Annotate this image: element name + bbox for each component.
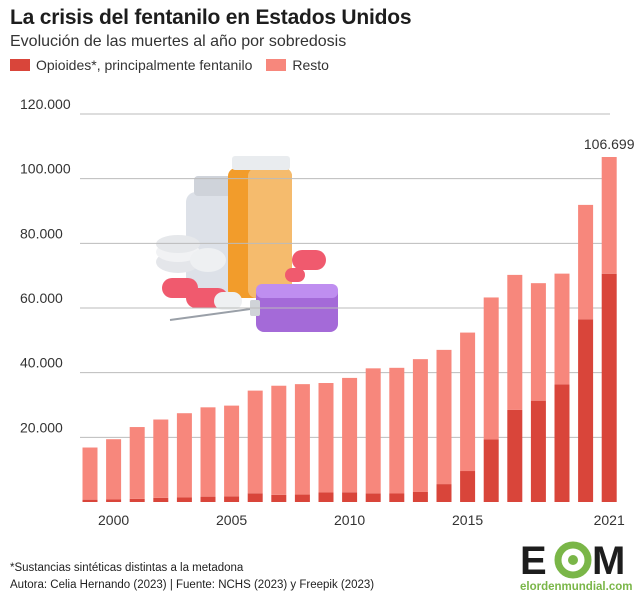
bar-rest xyxy=(176,413,192,498)
bar-opioids xyxy=(82,499,98,502)
bar-rest xyxy=(365,368,381,494)
bar-rest xyxy=(271,385,287,495)
x-tick-label: 2010 xyxy=(334,512,365,528)
bar-opioids xyxy=(389,493,405,502)
bar-opioids xyxy=(530,400,546,502)
legend-label-opioids: Opioides*, principalmente fentanilo xyxy=(36,57,253,73)
y-tick-label: 20.000 xyxy=(20,419,63,435)
y-tick-label: 40.000 xyxy=(20,355,63,371)
bar-opioids xyxy=(342,492,358,502)
source-note: Autora: Celia Hernando (2023) | Fuente: … xyxy=(10,579,375,591)
bar-rest xyxy=(224,405,240,497)
legend-swatch-rest xyxy=(266,59,287,71)
bar-opioids xyxy=(271,494,287,502)
bar-rest xyxy=(342,377,358,493)
bar-rest xyxy=(530,283,546,401)
total-label-2021: 106.699 xyxy=(584,136,635,152)
bar-opioids xyxy=(153,497,169,502)
chart-subtitle: Evolución de las muertes al año por sobr… xyxy=(10,33,347,50)
legend-label-rest: Resto xyxy=(292,57,329,73)
bar-rest xyxy=(483,297,499,440)
bar-rest xyxy=(294,384,310,495)
bar-rest xyxy=(578,204,594,320)
bar-opioids xyxy=(507,409,523,502)
bar-rest xyxy=(460,332,476,472)
bar-rest xyxy=(389,367,405,494)
bar-rest xyxy=(436,349,452,485)
bar-rest xyxy=(200,407,216,497)
bars xyxy=(82,157,617,502)
bar-rest xyxy=(601,157,617,274)
svg-text:E: E xyxy=(520,539,547,583)
bar-opioids xyxy=(554,384,570,502)
logo-url: elordenmundial.com xyxy=(520,581,632,593)
y-axis-labels: 20.000 40.000 60.000 80.000 100.000 120.000 xyxy=(20,96,71,435)
bar-opioids xyxy=(601,273,617,502)
legend-swatch-opioids xyxy=(10,59,30,71)
y-tick-label: 100.000 xyxy=(20,161,71,177)
bar-opioids xyxy=(200,496,216,502)
bar-opioids xyxy=(176,497,192,502)
bar-opioids xyxy=(106,499,122,502)
bar-opioids xyxy=(483,439,499,502)
legend-item-rest: Resto xyxy=(266,57,329,73)
bar-opioids xyxy=(460,471,476,502)
y-tick-label: 120.000 xyxy=(20,96,71,112)
bar-chart: 20.000 40.000 60.000 80.000 100.000 120.000 2… xyxy=(20,96,635,528)
bar-rest xyxy=(247,390,263,494)
bar-opioids xyxy=(412,491,428,502)
x-tick-label: 2021 xyxy=(594,512,625,528)
bar-rest xyxy=(106,439,122,500)
footnote: *Sustancias sintéticas distintas a la me… xyxy=(10,562,244,574)
x-axis-labels: 2000 2005 2010 2015 2021 xyxy=(98,512,625,528)
y-tick-label: 80.000 xyxy=(20,225,63,241)
bar-opioids xyxy=(224,496,240,502)
legend: Opioides*, principalmente fentanilo Rest… xyxy=(10,57,343,73)
bar-rest xyxy=(412,359,428,492)
bar-opioids xyxy=(129,498,145,502)
bar-opioids xyxy=(578,319,594,502)
pills-illustration xyxy=(156,156,338,332)
annotations: 106.699 xyxy=(584,136,635,152)
x-tick-label: 2005 xyxy=(216,512,247,528)
bar-opioids xyxy=(318,492,334,502)
x-tick-label: 2015 xyxy=(452,512,483,528)
bar-rest xyxy=(82,447,98,500)
bar-opioids xyxy=(294,494,310,502)
bar-rest xyxy=(318,383,334,493)
x-tick-label: 2000 xyxy=(98,512,129,528)
chart-title: La crisis del fentanilo en Estados Unido… xyxy=(10,6,412,29)
bar-rest xyxy=(554,273,570,385)
svg-text:M: M xyxy=(592,539,625,583)
legend-item-opioids: Opioides*, principalmente fentanilo xyxy=(10,57,252,73)
bar-opioids xyxy=(247,493,263,502)
bar-rest xyxy=(153,419,169,498)
y-tick-label: 60.000 xyxy=(20,290,63,306)
bar-rest xyxy=(129,427,145,499)
bar-opioids xyxy=(436,484,452,502)
bar-opioids xyxy=(365,493,381,502)
eom-logo: E M elordenmundial.com xyxy=(520,539,632,593)
bar-rest xyxy=(507,274,523,410)
